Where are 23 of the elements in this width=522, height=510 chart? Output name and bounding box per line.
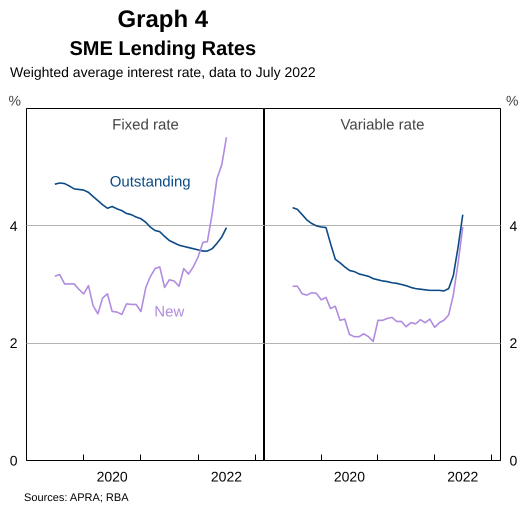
- y-tick-label: 0: [10, 452, 18, 468]
- y-tick-label: 4: [10, 218, 18, 234]
- y-tick-label: 2: [510, 335, 518, 352]
- line-series: [292, 226, 464, 342]
- y-tick-label: 4: [510, 218, 518, 234]
- x-tick-label: 2022: [210, 468, 242, 484]
- source-note: Sources: APRA; RBA: [24, 491, 129, 506]
- text: SME Lending Rates: [68, 37, 258, 62]
- y-axis-title: %: [8, 92, 21, 108]
- text: Variable rate: [340, 116, 424, 134]
- x-tick-label: 2020: [96, 468, 128, 484]
- y-axis-title: %: [506, 92, 519, 108]
- text: Fixed rate: [112, 116, 179, 134]
- line-series: [292, 206, 464, 292]
- y-tick-label: 0: [510, 452, 518, 468]
- series-label: New: [154, 303, 184, 320]
- line-series: [54, 136, 228, 316]
- text: Weighted average interest rate, data to July 2022: [10, 63, 316, 81]
- x-tick-label: 2020: [334, 468, 366, 484]
- series-label: Outstanding: [110, 174, 191, 191]
- caption: Graph 4: [116, 5, 210, 35]
- x-tick-label: 2022: [447, 468, 479, 484]
- y-tick-label: 2: [10, 335, 18, 352]
